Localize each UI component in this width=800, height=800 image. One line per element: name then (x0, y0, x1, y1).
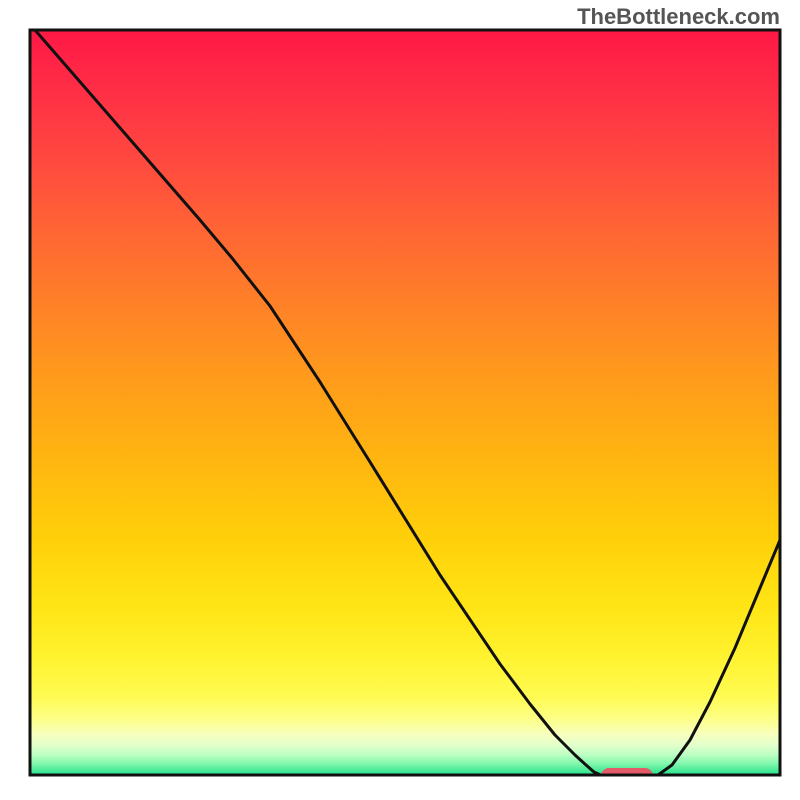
chart-svg (0, 0, 800, 800)
bottleneck-chart: TheBottleneck.com (0, 0, 800, 800)
watermark-text: TheBottleneck.com (577, 4, 780, 30)
plot-background (30, 30, 780, 775)
